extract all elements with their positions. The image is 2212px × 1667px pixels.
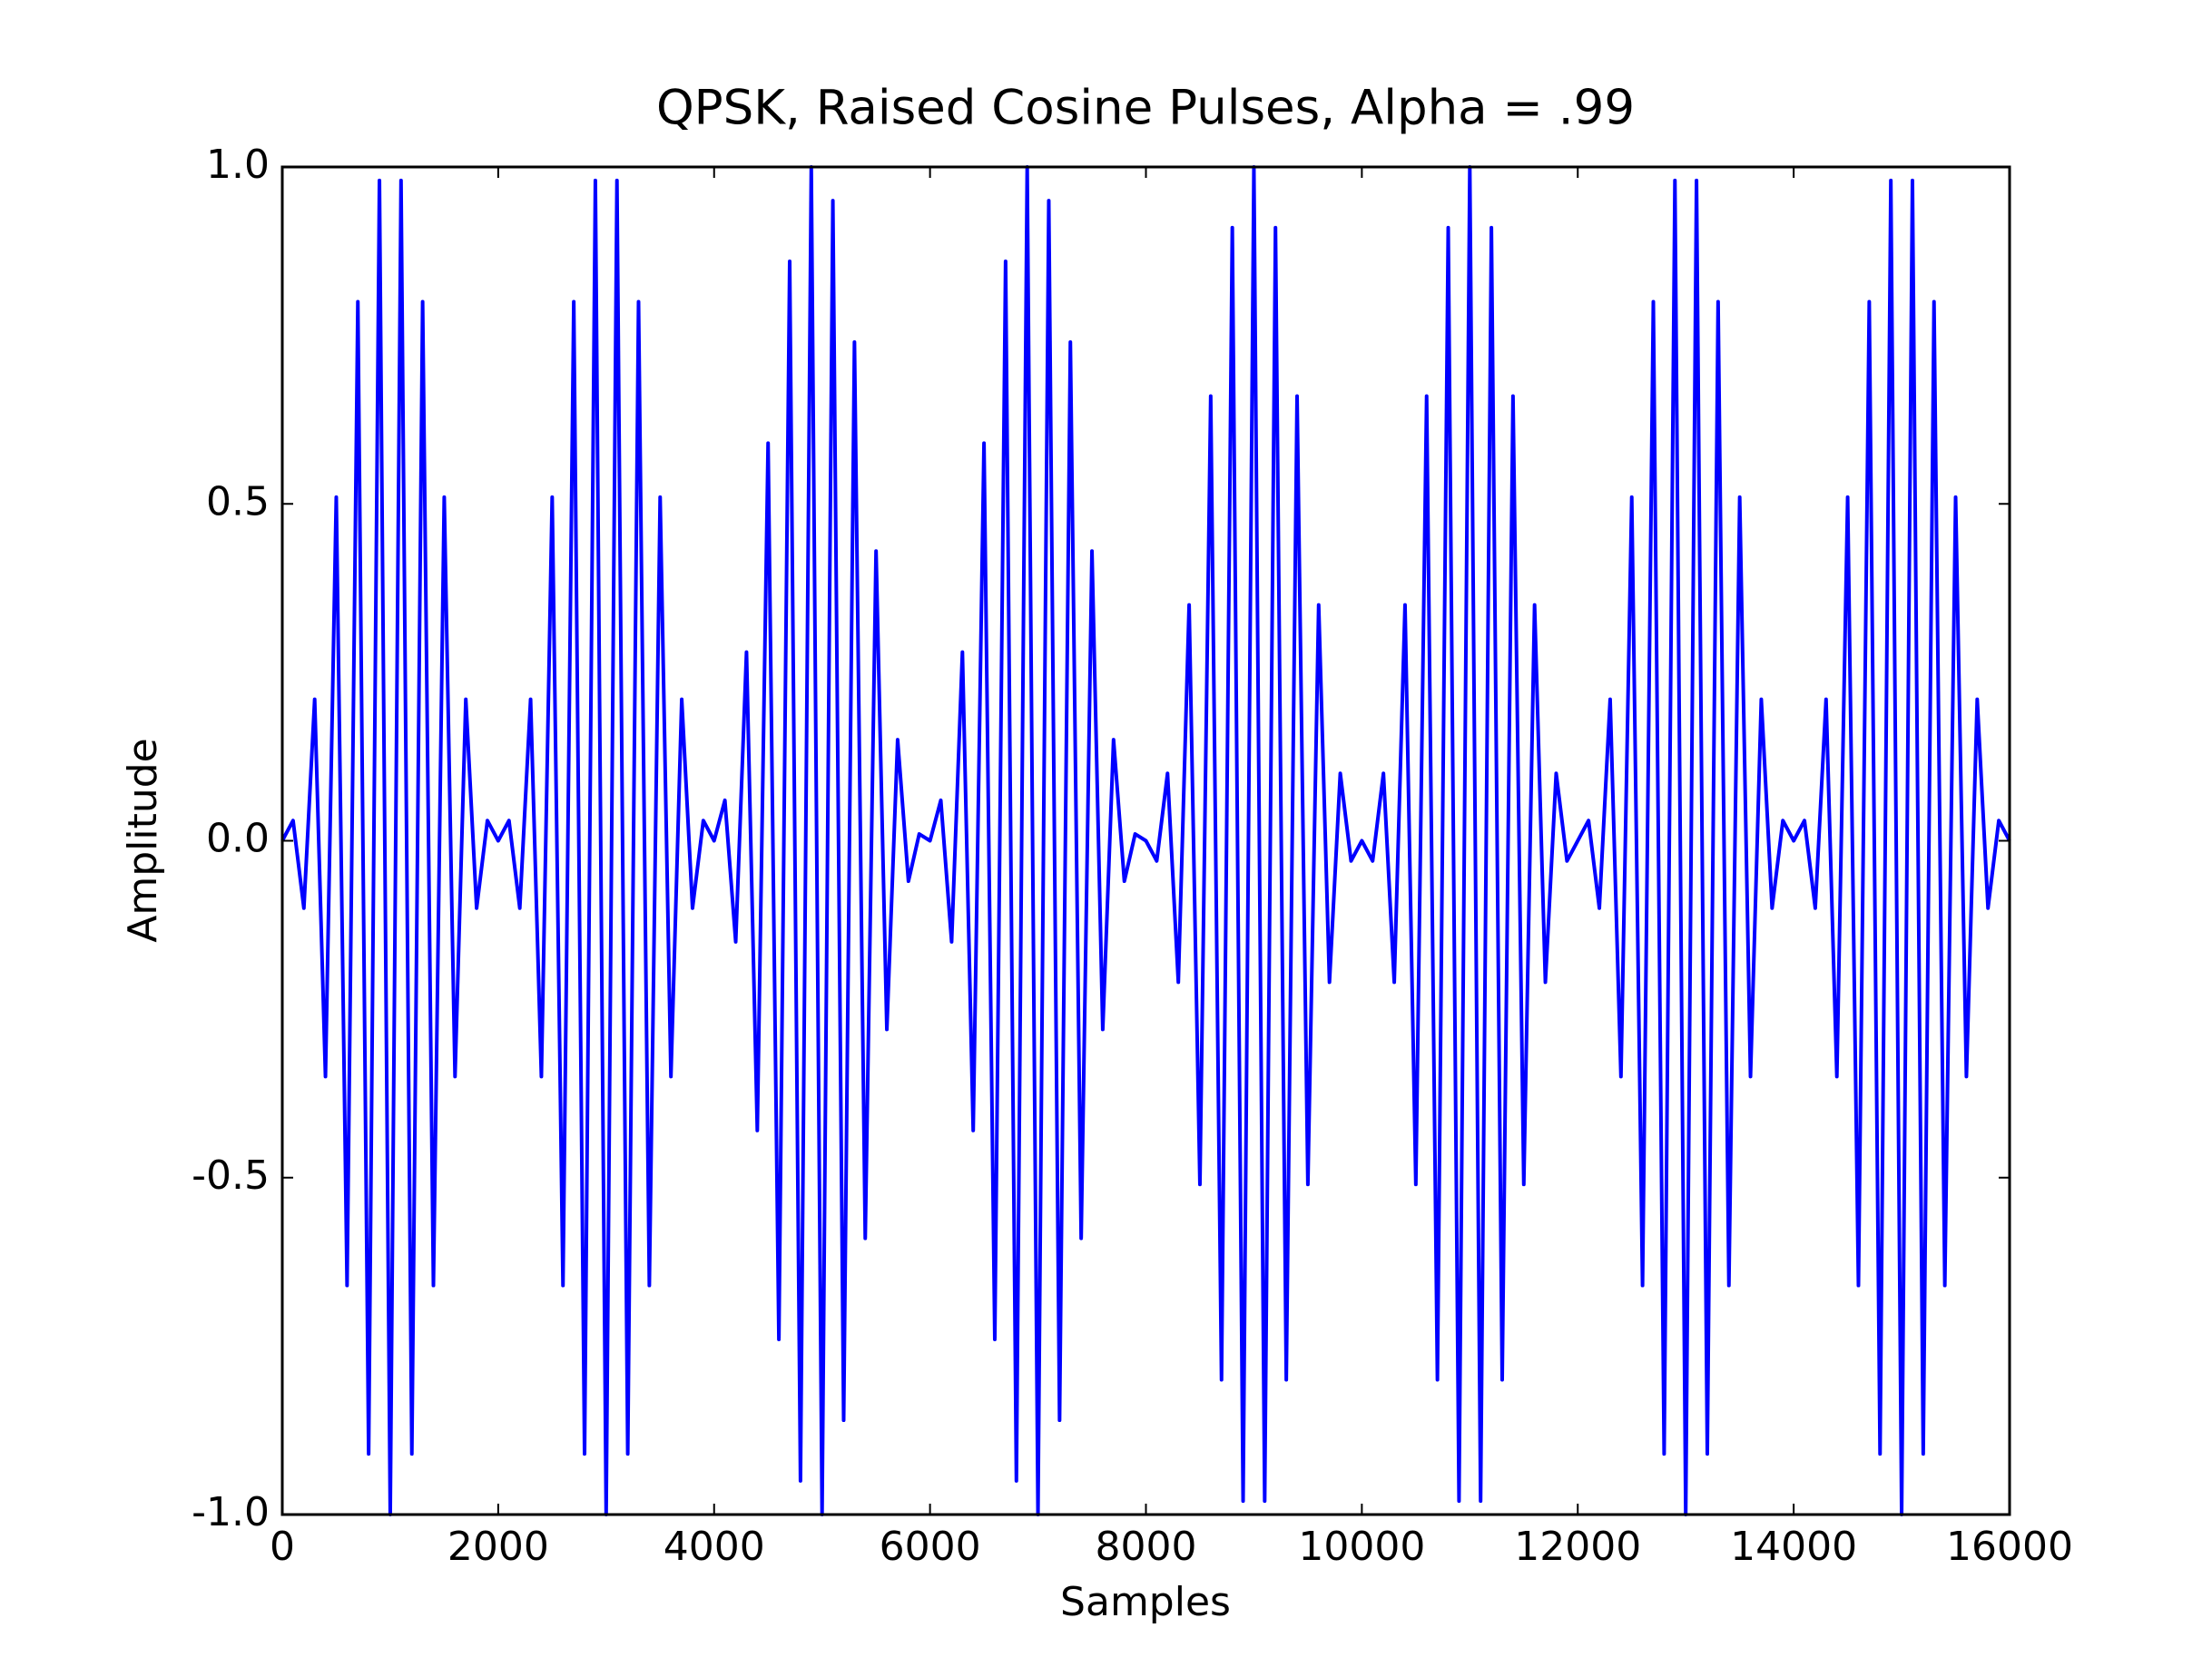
y-tick-label: -0.5	[192, 1152, 270, 1199]
x-tick-label: 8000	[1096, 1524, 1197, 1570]
y-tick-label: 0.5	[206, 478, 270, 525]
y-tick-label: 0.0	[206, 816, 270, 862]
line-series	[280, 165, 2011, 1516]
x-tick-label: 6000	[880, 1524, 981, 1570]
x-tick-label: 16000	[1946, 1524, 2073, 1570]
x-tick-label: 0	[270, 1524, 295, 1570]
x-tick-label: 12000	[1514, 1524, 1641, 1570]
plot-frame	[280, 165, 2011, 1516]
chart-title: QPSK, Raised Cosine Pulses, Alpha = .99	[656, 81, 1635, 136]
y-tick-label: 1.0	[206, 142, 270, 188]
x-tick-label: 4000	[664, 1524, 765, 1570]
x-axis-label: Samples	[1060, 1579, 1231, 1625]
x-tick-label: 14000	[1730, 1524, 1857, 1570]
y-tick-label: -1.0	[192, 1489, 270, 1535]
y-axis-label: Amplitude	[120, 738, 166, 942]
x-tick-label: 2000	[447, 1524, 549, 1570]
x-tick-label: 10000	[1298, 1524, 1425, 1570]
